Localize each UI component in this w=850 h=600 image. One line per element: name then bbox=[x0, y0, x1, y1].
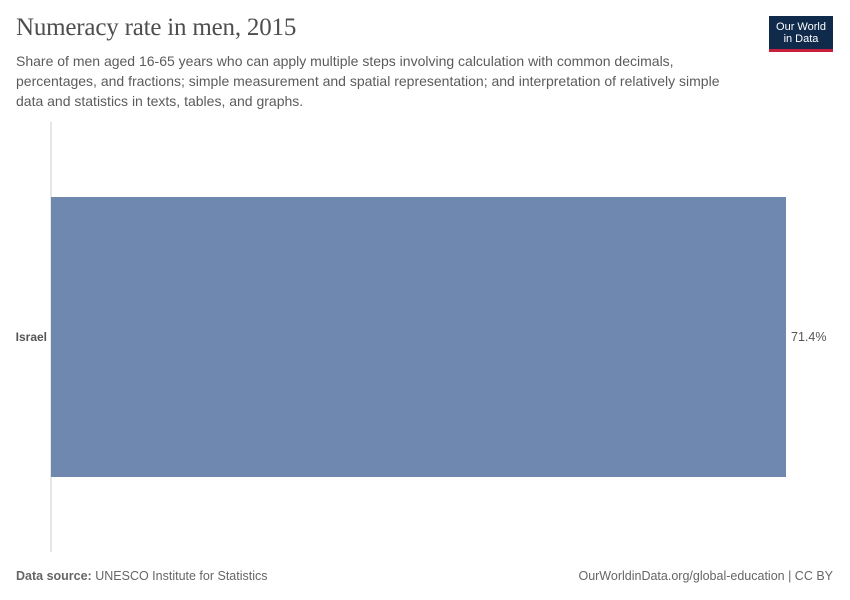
data-source: Data source: UNESCO Institute for Statis… bbox=[16, 569, 268, 583]
data-source-label: Data source: bbox=[16, 569, 92, 583]
chart-title: Numeracy rate in men, 2015 bbox=[16, 14, 297, 41]
logo-line-1: Our World bbox=[776, 20, 826, 33]
logo-line-2: in Data bbox=[783, 32, 819, 45]
category-label: Israel bbox=[16, 330, 47, 344]
owid-logo[interactable]: Our World in Data bbox=[769, 16, 833, 52]
value-label: 71.4% bbox=[791, 330, 826, 344]
bar-israel[interactable] bbox=[51, 197, 786, 477]
chart-subtitle: Share of men aged 16-65 years who can ap… bbox=[16, 53, 720, 109]
credit-link[interactable]: OurWorldinData.org/global-education | CC… bbox=[578, 569, 833, 583]
data-source-value[interactable]: UNESCO Institute for Statistics bbox=[95, 569, 268, 583]
